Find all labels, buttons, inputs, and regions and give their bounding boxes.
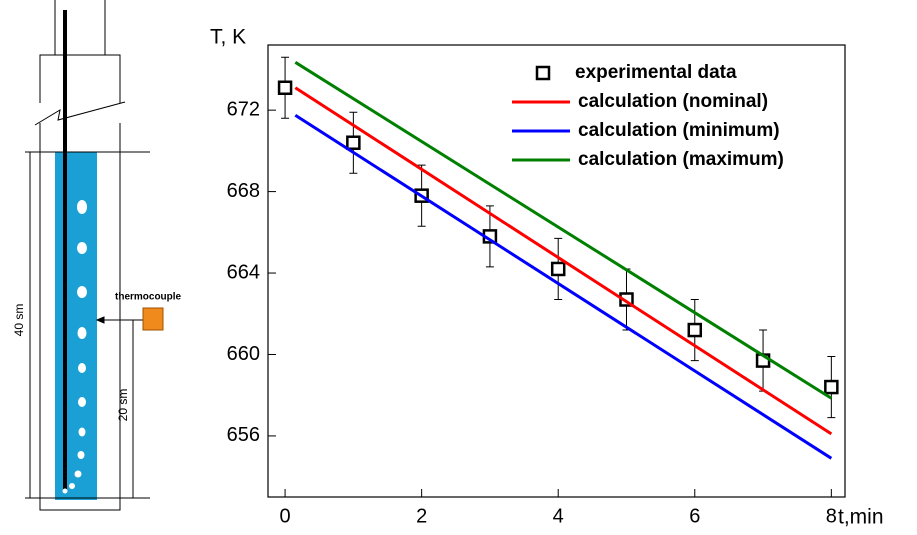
legend-marker: [535, 65, 551, 81]
x-tick-label: 2: [416, 505, 427, 527]
bubbles: [62, 200, 87, 494]
x-tick-label: 8: [826, 505, 837, 527]
data-point: [346, 135, 361, 150]
thermocouple-label: thermocouple: [115, 292, 182, 303]
tube: [39, 0, 121, 511]
y-tick-label: 672: [227, 98, 260, 120]
legend-label: experimental data: [575, 62, 737, 83]
series-line: [294, 61, 833, 400]
x-axis-label: t,min: [838, 506, 884, 529]
y-tick-label: 664: [227, 261, 260, 283]
plot-frame: [267, 44, 846, 498]
legend-label: calculation (minimum): [578, 120, 780, 141]
legend-label: calculation (maximum): [578, 149, 784, 170]
data-point: [824, 379, 839, 395]
thermocouple-box: [142, 307, 164, 331]
thermocouple-height-label: 20 sm: [116, 389, 130, 422]
break-line: [34, 101, 126, 126]
data-point: [550, 261, 566, 277]
y-tick-label: 656: [227, 424, 260, 446]
data-point: [687, 322, 703, 338]
total-height-label: 40 sm: [12, 304, 26, 337]
diagram: [25, 0, 164, 511]
data-point: [277, 80, 293, 96]
arrow-head: [95, 316, 105, 324]
y-tick-label: 660: [227, 343, 260, 365]
x-tick-label: 0: [280, 505, 291, 527]
y-axis-label: T, K: [210, 26, 246, 49]
series-line: [294, 113, 833, 460]
y-tick-label: 668: [227, 180, 260, 202]
x-tick-label: 4: [553, 505, 564, 527]
liquid: [55, 152, 97, 500]
x-tick-label: 6: [689, 505, 700, 527]
legend-label: calculation (nominal): [578, 91, 768, 112]
series-line: [294, 86, 833, 436]
